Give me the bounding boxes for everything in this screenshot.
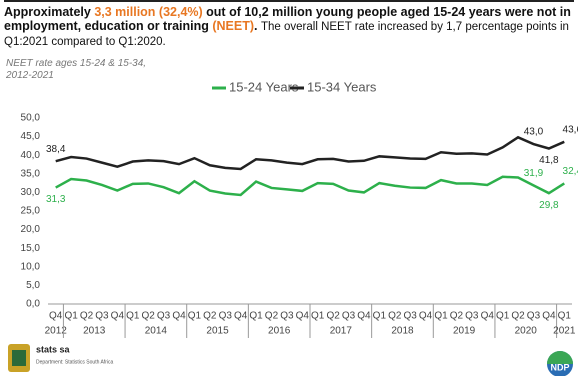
year-label: 2017	[330, 326, 353, 337]
title: Approximately 3,3 million (32,4%) out of…	[4, 5, 571, 33]
ndp-text: NDP	[550, 362, 569, 372]
summary: The overall NEET rate increased by 1,7 p…	[4, 21, 569, 48]
year-label: 2021	[553, 326, 576, 337]
x-tick-label: Q1	[126, 311, 140, 322]
x-tick-label: Q1	[434, 311, 448, 322]
y-tick-label: 10,0	[21, 261, 41, 272]
x-tick-label: Q2	[450, 311, 464, 322]
title-part: out of 10,2 million young people aged 15…	[4, 5, 571, 33]
y-tick-label: 50,0	[21, 113, 41, 124]
x-tick-label: Q1	[496, 311, 510, 322]
x-tick-label: Q1	[188, 311, 202, 322]
x-tick-label: Q1	[311, 311, 325, 322]
y-tick-label: 35,0	[21, 168, 41, 179]
org-name: stats sa	[36, 344, 71, 354]
x-tick-label: Q3	[342, 311, 356, 322]
x-tick-label: Q4	[234, 311, 248, 322]
x-tick-label: Q4	[481, 311, 495, 322]
year-label: 2013	[83, 326, 106, 337]
x-tick-label: Q4	[296, 311, 310, 322]
x-tick-label: Q2	[80, 311, 94, 322]
org-department: Department: Statistics South Africa	[36, 359, 113, 365]
value-label: 32,4	[563, 166, 578, 177]
year-label: 2014	[145, 326, 168, 337]
chart-subtitle: NEET rate ages 15-24 & 15-34, 2012-2021	[6, 58, 147, 81]
x-tick-label: Q4	[111, 311, 125, 322]
x-tick-label: Q3	[157, 311, 171, 322]
x-tick-label: Q1	[64, 311, 78, 322]
x-tick-label: Q3	[219, 311, 233, 322]
x-tick-label: Q1	[558, 311, 572, 322]
x-tick-label: Q2	[203, 311, 217, 322]
legend-label: 15-34 Years	[307, 79, 377, 94]
x-tick-label: Q4	[419, 311, 433, 322]
x-tick-label: Q4	[542, 311, 556, 322]
y-tick-label: 15,0	[21, 243, 41, 254]
x-tick-label: Q3	[527, 311, 541, 322]
title-part: 3,3 million (32,4%)	[94, 5, 203, 19]
series-line	[55, 135, 565, 171]
title-part: (NEET)	[212, 19, 255, 33]
y-tick-label: 5,0	[26, 280, 40, 291]
chart: 0,0 5,0 10,0 15,0 20,0 25,0 30,0 35,0 40,0 45,0 50…	[21, 79, 578, 338]
title-part: .	[254, 19, 258, 33]
y-tick-label: 45,0	[21, 131, 41, 142]
value-label: 31,3	[46, 194, 66, 205]
x-tick-label: Q4	[172, 311, 186, 322]
year-label: 2012	[45, 326, 68, 337]
x-tick-label: Q1	[249, 311, 263, 322]
value-label: 41,8	[539, 155, 559, 166]
x-tick-label: Q3	[404, 311, 418, 322]
year-label: 2016	[268, 326, 291, 337]
x-tick-label: Q3	[95, 311, 109, 322]
logo-emblem	[12, 350, 26, 366]
value-label: 43,0	[524, 127, 544, 138]
ndp-logo	[547, 351, 573, 364]
y-tick-label: 25,0	[21, 206, 41, 217]
legend-label: 15-24 Years	[229, 79, 299, 94]
value-label: 43,6	[563, 124, 578, 135]
value-label: 31,9	[524, 168, 544, 179]
x-tick-label: Q3	[280, 311, 294, 322]
x-tick-label: Q3	[465, 311, 479, 322]
x-tick-label: Q4	[357, 311, 371, 322]
x-tick-label: Q2	[511, 311, 525, 322]
x-tick-label: Q1	[373, 311, 387, 322]
year-label: 2020	[515, 326, 538, 337]
x-tick-label: Q4	[49, 311, 63, 322]
year-label: 2019	[453, 326, 476, 337]
header: Approximately 3,3 million (32,4%) out of…	[4, 0, 574, 49]
value-label: 38,4	[46, 144, 66, 155]
y-tick-label: 0,0	[26, 299, 40, 310]
x-tick-label: Q2	[326, 311, 340, 322]
footer: stats sa Department: Statistics South Af…	[8, 344, 573, 376]
year-label: 2015	[206, 326, 229, 337]
year-label: 2018	[391, 326, 414, 337]
value-label: 29,8	[539, 200, 559, 211]
y-tick-label: 40,0	[21, 150, 41, 161]
x-tick-label: Q2	[142, 311, 156, 322]
series-line	[55, 175, 565, 197]
x-tick-label: Q2	[388, 311, 402, 322]
y-tick-label: 30,0	[21, 187, 41, 198]
x-tick-label: Q2	[265, 311, 279, 322]
title-part: Approximately	[4, 5, 95, 19]
y-tick-label: 20,0	[21, 224, 41, 235]
